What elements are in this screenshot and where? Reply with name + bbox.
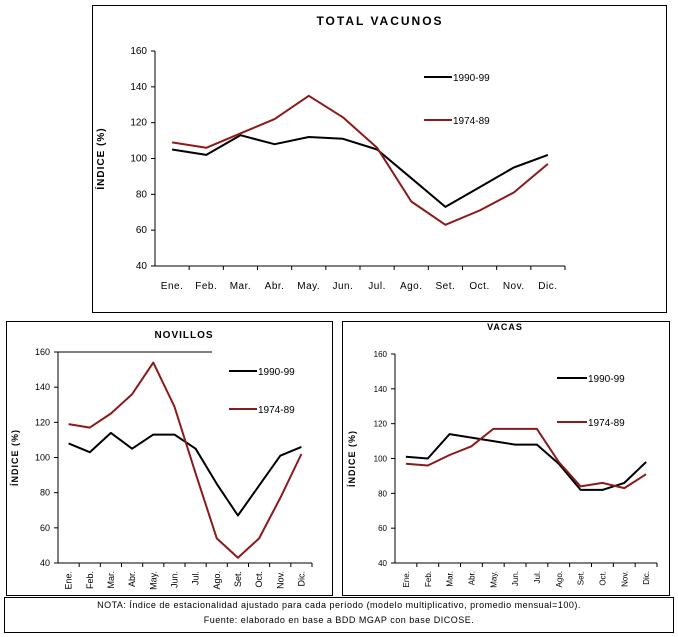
series-line-1974-89 <box>405 427 647 490</box>
y-tick-label: 140 <box>130 82 147 93</box>
y-tick-label: 80 <box>378 489 387 498</box>
x-tick-label: Jun. <box>511 571 520 586</box>
y-tick-label: 100 <box>35 453 50 463</box>
y-tick-label: 100 <box>130 154 147 165</box>
series-line-1974-89 <box>68 361 303 559</box>
x-tick-label: Jul. <box>191 571 201 585</box>
x-tick-label: Nov. <box>275 571 285 589</box>
x-tick-label: Ago. <box>400 281 423 292</box>
x-tick-label: Feb. <box>195 281 217 292</box>
y-tick-label: 140 <box>374 385 388 394</box>
x-tick-label: May. <box>489 571 498 588</box>
x-tick-label: Mar. <box>230 281 251 292</box>
series-line-1990-99 <box>405 433 647 491</box>
x-tick-label: Abr. <box>127 571 137 587</box>
x-tick-label: Set. <box>233 571 243 587</box>
y-tick-label: 120 <box>35 417 50 427</box>
x-tick-label: May. <box>297 281 320 292</box>
y-tick-label: 40 <box>136 261 148 272</box>
x-tick-label: Nov. <box>620 571 629 587</box>
x-tick-label: Jun. <box>169 571 179 588</box>
x-tick-label: Feb. <box>85 571 95 589</box>
note-box: NOTA: Índice de estacionalidad ajustado … <box>4 597 674 633</box>
chart-title: NOVILLOS <box>154 330 213 341</box>
y-tick-label: 60 <box>40 523 50 533</box>
y-axis-label: ÍNDICE (%) <box>10 429 20 486</box>
x-tick-label: Set. <box>577 571 586 585</box>
y-tick-label: 80 <box>40 488 50 498</box>
x-tick-label: Dic. <box>642 571 651 585</box>
legend-label: 1990-99 <box>588 374 625 385</box>
legend-label: 1974-89 <box>588 418 625 429</box>
x-tick-label: Oct. <box>598 571 607 586</box>
y-tick-label: 40 <box>40 558 50 568</box>
x-tick-label: Feb. <box>424 571 433 587</box>
x-tick-label: Oct. <box>254 571 264 588</box>
legend-label: 1974-89 <box>258 405 295 416</box>
x-tick-label: Jul. <box>533 571 542 583</box>
x-tick-label: Nov. <box>503 281 525 292</box>
x-tick-label: Set. <box>436 281 456 292</box>
y-tick-label: 140 <box>35 382 50 392</box>
x-tick-label: Mar. <box>446 571 455 587</box>
legend-label: 1990-99 <box>453 73 490 84</box>
x-tick-label: Jun. <box>332 281 353 292</box>
y-tick-label: 100 <box>374 455 388 464</box>
x-tick-label: Oct. <box>469 281 489 292</box>
y-tick-label: 60 <box>378 524 387 533</box>
x-tick-label: Ene. <box>64 571 74 590</box>
y-tick-label: 120 <box>130 118 147 129</box>
y-tick-label: 40 <box>378 559 387 568</box>
x-tick-label: May. <box>148 571 158 590</box>
y-tick-label: 120 <box>374 420 388 429</box>
x-tick-label: Ago. <box>555 571 564 587</box>
legend-label: 1990-99 <box>258 367 295 378</box>
total-vacunos-panel <box>92 5 667 313</box>
x-tick-label: Abr. <box>265 281 285 292</box>
x-tick-label: Ene. <box>402 571 411 587</box>
y-tick-label: 80 <box>136 189 148 200</box>
y-tick-label: 60 <box>136 225 148 236</box>
vacas-panel <box>342 321 670 596</box>
series-line-1974-89 <box>171 94 549 226</box>
x-tick-label: Jul. <box>368 281 386 292</box>
x-tick-label: Abr. <box>467 571 476 585</box>
chart-title: VACAS <box>487 322 523 332</box>
x-tick-label: Ene. <box>161 281 184 292</box>
x-tick-label: Dic. <box>296 571 306 587</box>
y-axis-label: ÍNDICE (%) <box>94 127 107 189</box>
y-tick-label: 160 <box>130 46 147 57</box>
y-tick-label: 160 <box>35 347 50 357</box>
note-line-1: NOTA: Índice de estacionalidad ajustado … <box>97 600 581 610</box>
x-tick-label: Mar. <box>106 571 116 589</box>
note-line-2: Fuente: elaborado en base a BDD MGAP con… <box>203 615 475 625</box>
series-line-1990-99 <box>171 134 549 208</box>
chart-title: TOTAL VACUNOS <box>316 14 443 28</box>
y-tick-label: 160 <box>374 350 388 359</box>
legend-label: 1974-89 <box>453 116 490 127</box>
y-axis-label: ÍNDICE (%) <box>347 430 357 487</box>
x-tick-label: Ago. <box>212 571 222 590</box>
x-tick-label: Dic. <box>538 281 557 292</box>
